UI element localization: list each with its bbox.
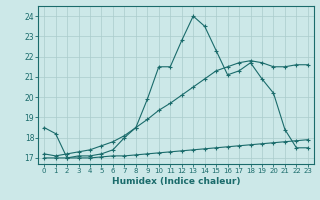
X-axis label: Humidex (Indice chaleur): Humidex (Indice chaleur) xyxy=(112,177,240,186)
